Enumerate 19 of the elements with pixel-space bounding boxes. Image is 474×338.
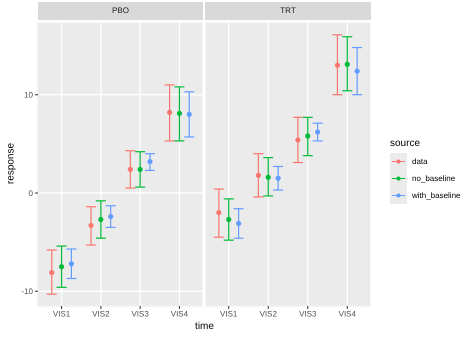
legend-label: no_baseline [412, 174, 456, 183]
legend-label: data [412, 157, 428, 166]
x-tick-label: VIS2 [260, 310, 278, 319]
y-tick-label: -10 [21, 287, 34, 296]
x-tick-label: VIS3 [131, 310, 150, 319]
y-tick-label: 0 [28, 188, 34, 198]
y-tick-label: 10 [24, 90, 34, 100]
x-tick-label: VIS1 [52, 310, 71, 319]
x-axis-title: time [194, 321, 215, 332]
x-tick-label: VIS1 [220, 310, 238, 319]
legend-label: with_baseline [412, 191, 460, 200]
legend-title: source [390, 138, 422, 149]
x-tick-label: VIS3 [299, 310, 317, 319]
y-axis-title: response [6, 142, 16, 186]
x-tick-label: VIS4 [170, 310, 189, 319]
x-tick-label: VIS4 [338, 310, 357, 319]
chart-title: TRT [205, 2, 371, 20]
chart-title: PBO [38, 2, 203, 20]
x-tick-label: VIS2 [92, 310, 110, 319]
